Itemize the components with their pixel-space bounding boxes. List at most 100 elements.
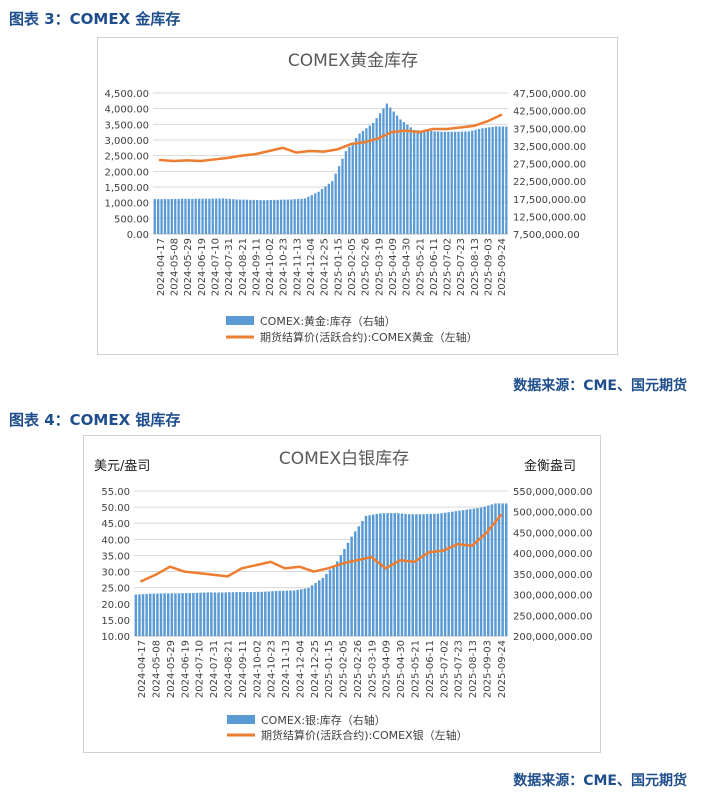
- legend-swatch-bar: [227, 715, 255, 724]
- inventory-bar: [156, 593, 159, 636]
- inventory-bar: [497, 503, 501, 636]
- inventory-bar: [246, 592, 249, 636]
- price-point: [404, 129, 407, 132]
- inventory-bar: [382, 513, 386, 636]
- inventory-bar: [256, 199, 259, 234]
- price-point: [226, 575, 229, 578]
- x-tick-label: 2025-07-23: [456, 238, 467, 296]
- inventory-bar: [204, 198, 208, 234]
- x-tick-label: 2024-07-31: [224, 238, 235, 296]
- right-tick-label: 12,500,000.00: [513, 212, 586, 223]
- inventory-bar: [256, 591, 260, 636]
- inventory-bar: [483, 506, 486, 636]
- chart-frame-silver: COMEX白银库存 美元/盎司 金衡盎司 55.00 50.00 45.00 40.00 35…: [83, 435, 601, 753]
- price-point: [240, 154, 243, 157]
- inventory-bar: [433, 131, 436, 234]
- inventory-bar: [328, 569, 332, 636]
- left-tick-label: 4,000.00: [104, 105, 149, 116]
- inventory-bar: [402, 122, 406, 234]
- inventory-bar: [217, 592, 220, 636]
- inventory-bar: [350, 536, 353, 636]
- inventory-bar: [433, 513, 436, 636]
- right-tick-label: 250,000,000.00: [513, 611, 593, 622]
- inventory-bar: [422, 514, 425, 636]
- left-tick-label: 2,500.00: [104, 152, 149, 163]
- inventory-bar: [141, 594, 145, 636]
- price-point: [456, 542, 459, 546]
- inventory-bar: [310, 585, 314, 636]
- right-tick-label: 450,000,000.00: [513, 528, 593, 539]
- inventory-bar: [368, 515, 371, 636]
- price-point: [199, 159, 202, 163]
- inventory-bar: [231, 592, 235, 636]
- right-tick-label: 27,500,000.00: [513, 160, 586, 171]
- inventory-bar: [382, 108, 385, 234]
- inventory-bar: [491, 126, 494, 234]
- price-point: [363, 140, 366, 144]
- inventory-bar: [177, 593, 181, 636]
- inventory-bar: [494, 503, 497, 636]
- inventory-bar: [215, 198, 218, 234]
- inventory-bar: [494, 126, 498, 234]
- x-tick-label: 2024-09-11: [238, 640, 249, 698]
- inventory-bar: [348, 146, 351, 234]
- x-tick-label: 2025-02-05: [347, 238, 358, 296]
- inventory-bar: [273, 199, 276, 234]
- inventory-bar: [157, 199, 160, 234]
- inventory-bar: [225, 198, 228, 234]
- x-tick-label: 2025-07-02: [439, 640, 450, 698]
- inventory-bar: [400, 513, 404, 636]
- inventory-bar: [464, 131, 467, 234]
- right-tick-label: 7,500,000.00: [513, 230, 580, 241]
- x-tick-label: 2024-10-02: [252, 640, 263, 698]
- inventory-bar: [181, 593, 184, 636]
- inventory-bar: [393, 512, 397, 636]
- inventory-bar: [232, 199, 235, 234]
- inventory-bar: [314, 582, 317, 636]
- inventory-bar: [206, 592, 210, 636]
- price-point: [172, 159, 175, 163]
- x-tick-label: 2025-06-11: [425, 640, 436, 698]
- x-tick-label: 2025-04-30: [396, 640, 407, 698]
- x-tick-label: 2025-02-05: [339, 640, 350, 698]
- x-tick-label: 2024-12-25: [310, 640, 321, 698]
- inventory-bar: [471, 130, 474, 234]
- right-tick-label: 42,500,000.00: [513, 107, 586, 118]
- inventory-bar: [346, 542, 350, 636]
- inventory-bar: [476, 508, 479, 636]
- price-point: [431, 127, 435, 131]
- inventory-bar: [351, 142, 354, 234]
- inventory-bar: [187, 198, 191, 234]
- left-tick-label: 0.00: [127, 230, 149, 241]
- price-point: [213, 158, 216, 161]
- inventory-bar: [152, 593, 156, 636]
- left-tick-label: 50.00: [101, 503, 130, 514]
- inventory-bar: [423, 130, 426, 234]
- x-tick-label: 2025-07-02: [443, 238, 454, 296]
- right-axis-title: 金衡盎司: [524, 458, 576, 474]
- data-source-gold: 数据来源：CME、国元期货: [513, 378, 687, 394]
- inventory-bar: [436, 131, 440, 234]
- figure-heading-gold: 图表 3：COMEX 金库存: [9, 10, 181, 28]
- x-tick-label: 2024-07-31: [209, 640, 220, 698]
- inventory-bar: [290, 199, 293, 234]
- inventory-bar: [332, 565, 335, 636]
- inventory-bar: [385, 103, 389, 234]
- legend-label-price: 期货结算价(活跃合约):COMEX银（左轴）: [261, 728, 468, 742]
- legend-swatch-bar: [226, 316, 254, 325]
- inventory-bar: [238, 199, 242, 234]
- x-tick-label: 2024-09-11: [251, 238, 262, 296]
- price-point: [226, 156, 230, 160]
- inventory-bar: [220, 592, 224, 636]
- inventory-bar: [192, 592, 195, 636]
- price-point: [398, 559, 402, 562]
- legend-label-inventory: COMEX:黄金:库存（右轴）: [260, 314, 396, 328]
- price-point: [197, 571, 200, 575]
- price-point: [312, 570, 316, 573]
- x-tick-label: 2025-03-19: [367, 640, 378, 698]
- left-tick-label: 15.00: [101, 616, 130, 627]
- inventory-bar: [163, 199, 167, 234]
- inventory-bar: [320, 189, 324, 234]
- x-tick-label: 2024-11-13: [292, 238, 303, 296]
